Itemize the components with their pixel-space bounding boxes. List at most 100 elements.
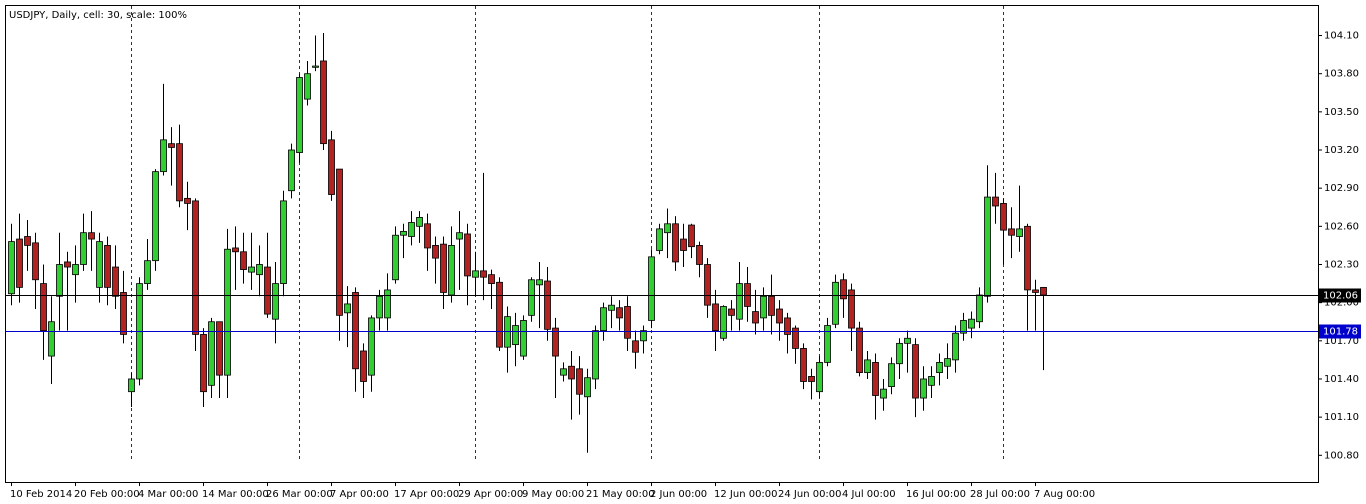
candle-body bbox=[552, 327, 559, 357]
candle-body bbox=[904, 337, 911, 344]
candle-body bbox=[240, 251, 247, 270]
candle-body bbox=[624, 306, 631, 339]
candle-body bbox=[688, 224, 695, 248]
candle-body bbox=[568, 365, 575, 380]
candle-body bbox=[256, 264, 263, 276]
candle-body bbox=[352, 292, 359, 370]
candle-body bbox=[480, 270, 487, 278]
candle-body bbox=[840, 279, 847, 300]
y-tick-label: 102.60 bbox=[1324, 221, 1359, 232]
candle-body bbox=[496, 281, 503, 348]
x-tick-label: 7 Aug 00:00 bbox=[1034, 489, 1095, 500]
candle-body bbox=[632, 340, 639, 353]
price-label: 102.06 bbox=[1323, 291, 1358, 302]
candle-body bbox=[648, 256, 655, 321]
candle-body bbox=[272, 283, 279, 320]
candle-body bbox=[192, 200, 199, 335]
y-tick-label: 100.80 bbox=[1324, 450, 1359, 461]
x-tick-label: 26 Mar 00:00 bbox=[266, 489, 333, 500]
candle-body bbox=[456, 232, 463, 240]
candle-body bbox=[960, 320, 967, 334]
x-tick-label: 14 Mar 00:00 bbox=[202, 489, 269, 500]
x-tick-label: 12 Jun 00:00 bbox=[714, 489, 778, 500]
candle-body bbox=[784, 317, 791, 335]
y-tick-label: 102.00 bbox=[1324, 298, 1359, 309]
candle-body bbox=[832, 281, 839, 325]
x-tick-label: 21 May 00:00 bbox=[586, 489, 655, 500]
y-tick-label: 101.10 bbox=[1324, 412, 1359, 423]
candle-body bbox=[488, 274, 495, 284]
candle-body bbox=[584, 377, 591, 398]
candle-body bbox=[32, 242, 39, 281]
x-tick-label: 2 Jun 00:00 bbox=[650, 489, 707, 500]
candle-body bbox=[872, 362, 879, 396]
candle-body bbox=[936, 362, 943, 374]
candle-body bbox=[152, 171, 159, 262]
candle-body bbox=[184, 197, 191, 204]
y-tick-label: 103.20 bbox=[1324, 145, 1359, 156]
x-tick-label: 29 Apr 00:00 bbox=[458, 489, 523, 500]
candle-body bbox=[680, 238, 687, 251]
candle-body bbox=[160, 139, 167, 173]
price-label-box bbox=[1319, 324, 1361, 339]
candle-body bbox=[792, 327, 799, 349]
x-tick-label: 20 Feb 00:00 bbox=[74, 489, 140, 500]
candle-body bbox=[672, 223, 679, 263]
x-tick-label: 9 May 00:00 bbox=[522, 489, 584, 500]
x-tick-label: 7 Apr 00:00 bbox=[330, 489, 389, 500]
candle-body bbox=[704, 264, 711, 306]
candle-body bbox=[896, 342, 903, 365]
candle-body bbox=[824, 325, 831, 363]
candle-body bbox=[328, 139, 335, 195]
candle-body bbox=[344, 303, 351, 314]
candle-body bbox=[216, 321, 223, 376]
candle-body bbox=[856, 327, 863, 374]
candle-body bbox=[808, 376, 815, 382]
candle-body bbox=[728, 308, 735, 316]
candle-body bbox=[984, 196, 991, 297]
candle-body bbox=[440, 243, 447, 293]
candle-body bbox=[104, 245, 111, 288]
candle-body bbox=[720, 306, 727, 339]
candle-body bbox=[1016, 228, 1023, 237]
x-tick-label: 17 Apr 00:00 bbox=[394, 489, 459, 500]
candle-body bbox=[280, 200, 287, 284]
candle-body bbox=[336, 168, 343, 316]
candle-body bbox=[528, 279, 535, 316]
candle-body bbox=[944, 358, 951, 367]
candle-body bbox=[752, 311, 759, 324]
candle-body bbox=[976, 294, 983, 323]
candle-body bbox=[416, 217, 423, 227]
candle-body bbox=[968, 318, 975, 329]
candle-body bbox=[520, 320, 527, 357]
x-tick-label: 24 Jun 00:00 bbox=[778, 489, 842, 500]
candle-body bbox=[696, 245, 703, 265]
candle-body bbox=[408, 222, 415, 237]
candle-body bbox=[80, 232, 87, 265]
candle-body bbox=[40, 283, 47, 332]
x-tick-label: 28 Jul 00:00 bbox=[970, 489, 1030, 500]
candle-body bbox=[816, 362, 823, 393]
candle-body bbox=[112, 266, 119, 297]
candle-body bbox=[296, 77, 303, 153]
candle-body bbox=[760, 295, 767, 319]
candle-body bbox=[800, 348, 807, 382]
chart-title: USDJPY, Daily, cell: 30, scale: 100% bbox=[9, 10, 187, 21]
x-tick-label: 4 Jul 00:00 bbox=[842, 489, 896, 500]
candle-body bbox=[16, 238, 23, 288]
candle-body bbox=[384, 289, 391, 319]
candle-body bbox=[24, 236, 31, 246]
candle-body bbox=[432, 245, 439, 259]
candle-body bbox=[72, 264, 79, 276]
candle-body bbox=[736, 283, 743, 320]
candle-body bbox=[1040, 286, 1047, 296]
candle-body bbox=[48, 321, 55, 357]
candle-body bbox=[96, 241, 103, 288]
candle-body bbox=[912, 344, 919, 399]
candle-body bbox=[128, 378, 135, 393]
y-tick-label: 102.90 bbox=[1324, 183, 1359, 194]
candle-body bbox=[1024, 225, 1031, 291]
candle-body bbox=[888, 363, 895, 388]
candle-body bbox=[8, 241, 15, 295]
